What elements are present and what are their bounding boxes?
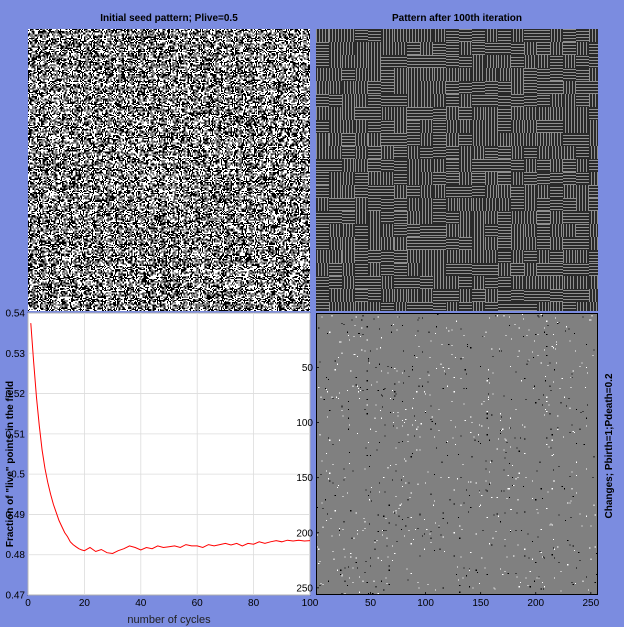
y-tick-label: 0.5 [11,470,25,481]
changes-y-tick-label: 150 [296,473,313,484]
changes-x-tick-label: 200 [527,598,544,609]
seed-pattern-title: Initial seed pattern; Plive=0.5 [100,13,238,24]
x-tick-label: 20 [79,598,91,609]
y-tick-label: 0.48 [6,550,26,561]
series-group [30,323,311,555]
changes-image [316,313,598,595]
x-tick-label: 0 [25,598,31,609]
changes-y-tick-label: 100 [296,418,313,429]
series-line [30,323,311,555]
y-tick-label: 0.54 [6,309,26,320]
x-tick-label: 100 [302,598,319,609]
changes-y-tick-label: 200 [296,528,313,539]
plot-area [27,312,311,596]
x-tick-label: 60 [192,598,204,609]
x-axis-label: number of cycles [127,614,211,626]
changes-y-tick-label: 250 [296,583,313,594]
x-tick-label: 80 [248,598,260,609]
y-axis-label: Fraction of "live" points in the field [5,381,16,547]
changes-x-tick-label: 50 [365,598,377,609]
y-tick-label: 0.52 [6,389,26,400]
iteration-pattern-title: Pattern after 100th iteration [391,13,523,24]
x-tick-label: 40 [135,598,147,609]
changes-x-tick-label: 150 [472,598,489,609]
seed-pattern-image [28,29,310,311]
changes-y-tick-label: 50 [302,363,314,374]
changes-ylabel: Changes; Pbirth=1;Pdeath=0.2 [604,373,615,518]
changes-x-tick-label: 250 [582,598,599,609]
y-tick-label: 0.53 [6,349,26,360]
grid-lines [27,312,311,596]
changes-axes: 50 100 150 200 250 50 100 150 200 250 [296,363,599,609]
changes-x-tick-label: 100 [417,598,434,609]
ticks: 0 20 40 60 80 100 0.47 0.48 0.49 0.5 0.51 0.52 0.53 0… [6,309,319,610]
iteration-pattern-image [316,29,598,311]
y-tick-label: 0.47 [6,591,26,602]
y-tick-label: 0.49 [6,510,26,521]
y-tick-label: 0.51 [6,429,26,440]
